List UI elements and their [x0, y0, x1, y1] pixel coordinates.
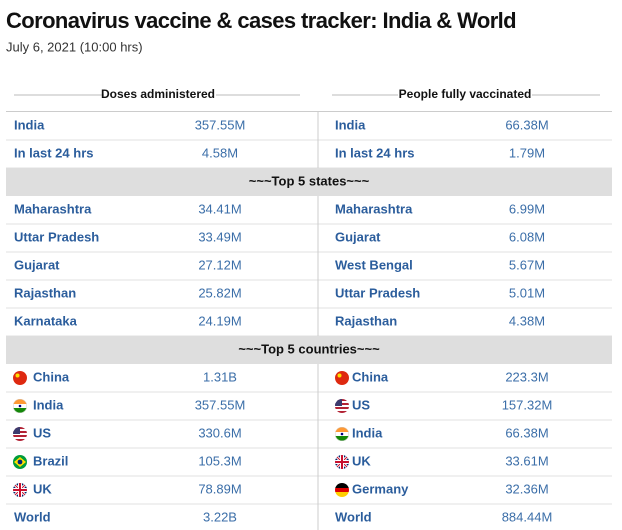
row-value: 357.55M: [195, 117, 246, 132]
section-band: [6, 336, 612, 364]
row-value: 223.3M: [505, 369, 548, 384]
row-label: UK: [352, 453, 371, 468]
row-value: 5.01M: [509, 285, 545, 300]
row-value: 66.38M: [505, 117, 548, 132]
row-label: Gujarat: [14, 257, 60, 272]
row-value: 78.89M: [198, 481, 241, 496]
row-value: 24.19M: [198, 313, 241, 328]
row-value: 884.44M: [502, 509, 553, 524]
row-label: World: [335, 509, 372, 524]
row-value: 1.31B: [203, 369, 237, 384]
row-label: In last 24 hrs: [14, 145, 93, 160]
row-label: Rajasthan: [335, 313, 397, 328]
section-band: [6, 168, 612, 196]
row-value: 157.32M: [502, 397, 553, 412]
row-value: 4.38M: [509, 313, 545, 328]
row-value: 33.49M: [198, 229, 241, 244]
row-label: Karnataka: [14, 313, 78, 328]
flags: [13, 371, 349, 497]
row-label: China: [33, 369, 70, 384]
row-label: Uttar Pradesh: [335, 285, 420, 300]
row-value: 27.12M: [198, 257, 241, 272]
row-value: 66.38M: [505, 425, 548, 440]
row-label: West Bengal: [335, 257, 413, 272]
row-label: US: [352, 397, 370, 412]
row-label: Rajasthan: [14, 285, 76, 300]
row-value: 3.22B: [203, 509, 237, 524]
row-value: 357.55M: [195, 397, 246, 412]
header-bg: [104, 86, 216, 104]
row-value: 34.41M: [198, 201, 241, 216]
row-label: Gujarat: [335, 229, 381, 244]
header-bg: [398, 86, 532, 104]
row-label: Germany: [352, 481, 409, 496]
row-value: 105.3M: [198, 453, 241, 468]
column-header: Doses administered: [101, 87, 215, 101]
title: Coronavirus vaccine & cases tracker: Ind…: [6, 8, 516, 33]
row-label: Uttar Pradesh: [14, 229, 99, 244]
subtitle: July 6, 2021 (10:00 hrs): [6, 39, 143, 54]
row-label: Maharashtra: [14, 201, 92, 216]
row-value: 33.61M: [505, 453, 548, 468]
row-label: Maharashtra: [335, 201, 413, 216]
section-title: ~~~Top 5 countries~~~: [238, 341, 380, 356]
row-label: Brazil: [33, 453, 68, 468]
column-header: People fully vaccinated: [399, 87, 532, 101]
row-value: 32.36M: [505, 481, 548, 496]
row-label: In last 24 hrs: [335, 145, 414, 160]
row-label: India: [33, 397, 64, 412]
row-label: India: [335, 117, 366, 132]
section-title: ~~~Top 5 states~~~: [249, 173, 370, 188]
row-label: India: [352, 425, 383, 440]
row-label: China: [352, 369, 389, 384]
row-label: US: [33, 425, 51, 440]
table: India 357.55M India 66.38M In last 24 hrs 4.5…: [6, 111, 612, 530]
table-top: [6, 111, 612, 112]
row-label: UK: [33, 481, 52, 496]
row-label: World: [14, 509, 51, 524]
row-value: 6.99M: [509, 201, 545, 216]
row-label: India: [14, 117, 45, 132]
row-value: 5.67M: [509, 257, 545, 272]
row-value: 4.58M: [202, 145, 238, 160]
row-value: 1.79M: [509, 145, 545, 160]
row-value: 6.08M: [509, 229, 545, 244]
row-value: 25.82M: [198, 285, 241, 300]
row-value: 330.6M: [198, 425, 241, 440]
